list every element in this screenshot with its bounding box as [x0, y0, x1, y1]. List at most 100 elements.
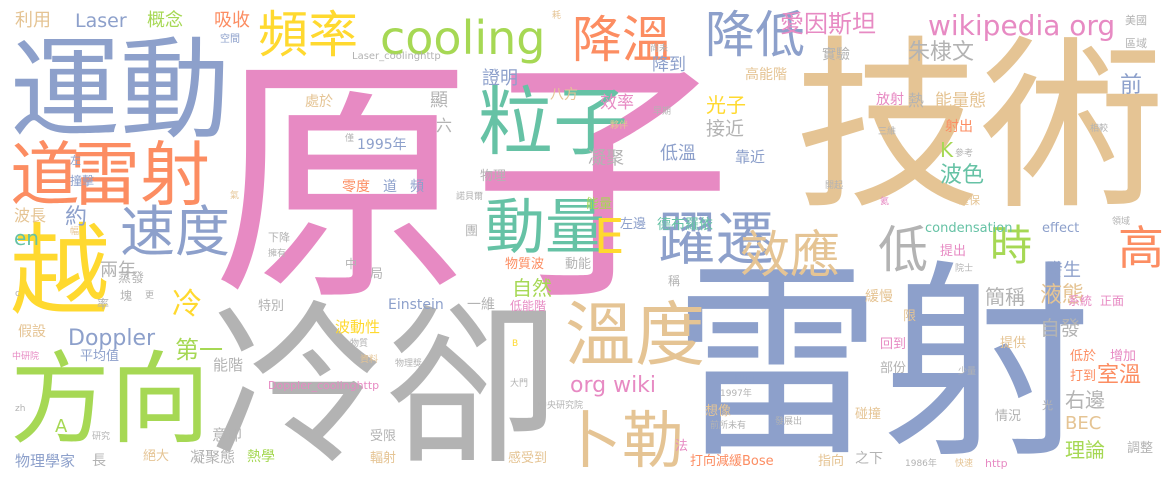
- word: 打向減緩Bose: [690, 454, 774, 469]
- word: 中央研究院: [538, 401, 584, 411]
- word: 院士: [955, 264, 974, 274]
- word: 接近: [706, 118, 745, 140]
- word: 率: [97, 297, 110, 311]
- word: 氣: [230, 191, 240, 201]
- word: 八方: [550, 87, 578, 103]
- word: 快速: [955, 459, 974, 469]
- word: 顯: [430, 90, 448, 111]
- word: 降到: [652, 55, 686, 75]
- word: condensation: [925, 221, 1013, 236]
- word: zh: [15, 404, 26, 414]
- word: en: [14, 226, 39, 250]
- word: 室溫: [1097, 363, 1142, 388]
- word: Einstein: [388, 297, 444, 313]
- word: wikipedia org: [928, 9, 1116, 42]
- word: 開起: [825, 181, 844, 191]
- word: Doppler_coolinghttp: [268, 379, 380, 392]
- word: 降低: [705, 6, 805, 64]
- word: c: [15, 289, 20, 299]
- word: 前: [1120, 73, 1143, 98]
- word: 長: [92, 453, 106, 469]
- word: 低能階: [510, 299, 547, 313]
- word: 想像: [705, 404, 732, 419]
- word: A: [55, 416, 68, 437]
- word: 自然: [512, 276, 552, 300]
- word: 約: [65, 205, 88, 230]
- word: 確保: [958, 194, 980, 207]
- word: 特別: [258, 299, 285, 314]
- word: 光: [1042, 399, 1053, 412]
- word: 前所未有: [710, 421, 747, 431]
- word: 高能階: [745, 67, 787, 83]
- word: 左邊: [620, 217, 647, 232]
- word: 三維: [878, 127, 897, 137]
- word: 波動性: [335, 318, 381, 336]
- word: 冷卻: [210, 286, 560, 482]
- word: 愛因斯坦: [780, 10, 876, 38]
- word: 擁有: [268, 249, 287, 259]
- word: 雷射: [70, 134, 210, 216]
- word: 六: [436, 116, 453, 135]
- word: 調整: [1127, 441, 1154, 456]
- word: 靠近: [735, 148, 766, 166]
- word: 低: [878, 221, 928, 279]
- word: 物理獎: [395, 359, 423, 369]
- word: 美國: [1125, 14, 1147, 27]
- word: 平均值: [80, 349, 120, 364]
- word: 僅: [345, 134, 355, 144]
- word: effect: [1042, 221, 1080, 236]
- word: 技術: [795, 19, 1165, 235]
- word: 撞擊: [70, 174, 95, 188]
- word: 道: [383, 179, 397, 195]
- word: 效應: [740, 226, 840, 284]
- word: 粒子: [478, 78, 629, 166]
- word: 氦: [880, 197, 890, 207]
- word: 局: [370, 267, 384, 282]
- word: 相較: [1090, 124, 1109, 134]
- word: 速度: [120, 200, 231, 264]
- word: 德布羅依: [657, 217, 713, 233]
- word: 躍遷: [658, 205, 775, 273]
- word: 絕大: [143, 449, 170, 464]
- word: 法: [675, 439, 689, 454]
- word: E: [594, 209, 625, 265]
- word: 意即: [212, 426, 243, 444]
- word: 第一: [175, 336, 223, 364]
- word: 區域: [1125, 37, 1147, 50]
- word: Laser: [75, 10, 127, 32]
- word: 降溫: [572, 11, 672, 69]
- word: 情況: [995, 409, 1022, 424]
- word: 動能: [565, 257, 592, 272]
- word: 動量: [485, 193, 605, 263]
- word: 放射: [876, 92, 904, 108]
- word: 諾貝爾: [456, 192, 484, 202]
- word: 波色: [940, 163, 985, 188]
- word: 夥伴: [610, 121, 629, 131]
- word: 物質波: [505, 257, 545, 272]
- word: 朱棣文: [908, 40, 975, 65]
- word: 卜勒: [560, 404, 685, 477]
- word: 中: [345, 257, 358, 271]
- word: 越: [10, 213, 110, 330]
- word: 熱學: [247, 449, 275, 465]
- word: 概念: [147, 10, 183, 31]
- word: 溫度: [565, 294, 705, 376]
- word: 中研院: [12, 352, 40, 362]
- word: 發展出: [775, 417, 803, 427]
- word: 更: [145, 291, 155, 301]
- word: 指向: [818, 454, 845, 469]
- word: 塊: [120, 289, 133, 303]
- word: 正面: [1100, 294, 1125, 308]
- word: 下降: [268, 231, 290, 244]
- word: 幅: [70, 227, 80, 237]
- word: 運動: [10, 26, 230, 154]
- word: 高: [1118, 221, 1164, 275]
- word: Doppler: [68, 326, 156, 351]
- word: 兩年: [100, 260, 136, 281]
- word: http: [985, 457, 1008, 470]
- word: 1986年: [905, 459, 937, 469]
- word: 少量: [958, 367, 977, 377]
- word: 能階: [213, 356, 244, 374]
- word: 空間: [220, 34, 240, 45]
- word: 團: [465, 224, 479, 239]
